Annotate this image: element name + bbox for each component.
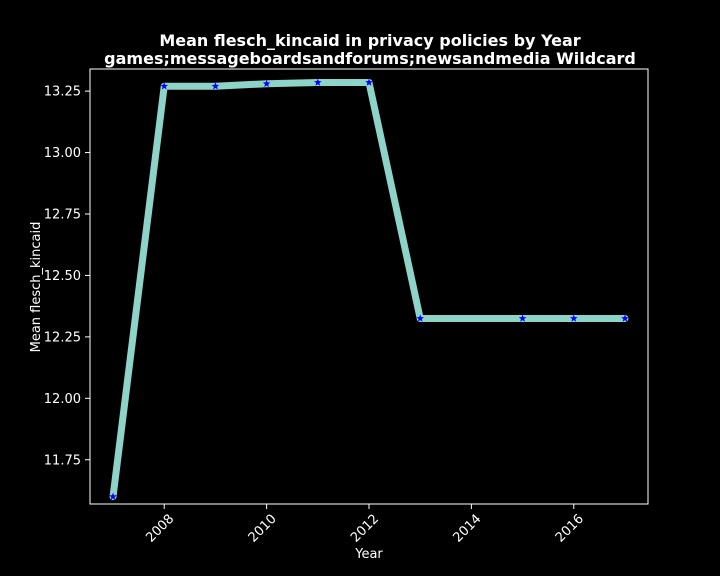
x-tick-label: 2008 xyxy=(143,512,177,546)
x-axis: 2008 2010 2012 2014 2016 xyxy=(143,504,587,546)
x-tick-label: 2012 xyxy=(348,512,382,546)
data-point xyxy=(262,79,271,87)
x-tick-label: 2014 xyxy=(450,512,484,546)
y-tick-label: 12.00 xyxy=(44,392,81,407)
series-line xyxy=(109,79,629,501)
y-tick-label: 13.00 xyxy=(44,146,81,161)
data-point xyxy=(569,314,578,322)
plot-frame xyxy=(89,68,649,505)
data-point xyxy=(621,314,629,322)
data-point xyxy=(211,82,220,90)
x-axis-label: Year xyxy=(354,547,383,562)
series-layer xyxy=(109,78,629,501)
chart-subtitle: games;messageboardsandforums;newsandmedi… xyxy=(104,49,636,68)
chart-title: Mean flesch_kincaid in privacy policies … xyxy=(159,31,580,50)
x-tick-label: 2010 xyxy=(246,512,280,546)
data-point xyxy=(109,492,117,500)
y-tick-label: 11.75 xyxy=(44,453,81,468)
data-point xyxy=(365,78,373,86)
data-point xyxy=(518,314,527,322)
x-tick-label: 2016 xyxy=(553,512,587,546)
y-tick-label: 13.25 xyxy=(44,85,81,100)
data-point xyxy=(160,82,169,90)
data-point xyxy=(416,314,424,322)
y-tick-label: 12.25 xyxy=(44,330,81,345)
y-tick-label: 12.50 xyxy=(44,269,81,284)
y-tick-label: 12.75 xyxy=(44,208,81,223)
y-axis: 11.75 12.00 12.25 12.50 12.75 13.00 13.25 xyxy=(44,85,90,468)
data-point xyxy=(314,78,322,86)
y-axis-label: Mean flesch_kincaid xyxy=(29,222,44,353)
